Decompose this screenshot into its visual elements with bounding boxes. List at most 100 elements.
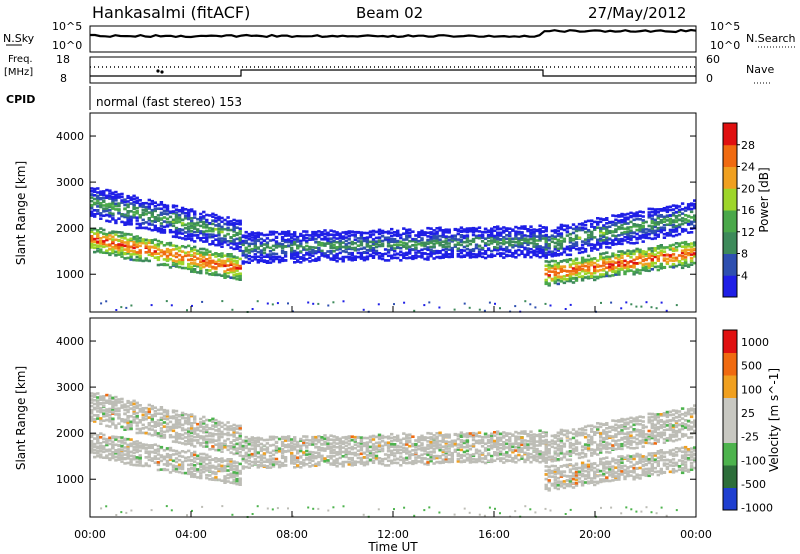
velocity-cell — [135, 444, 139, 448]
velocity-cell — [193, 430, 197, 434]
power-cell — [662, 226, 667, 230]
power-cell — [677, 223, 682, 226]
velocity-cell — [202, 427, 206, 431]
velocity-cell — [147, 422, 151, 425]
velocity-cell — [171, 459, 176, 463]
power-cell — [405, 251, 409, 255]
velocity-cell — [196, 428, 200, 432]
power-cell — [444, 255, 448, 258]
power-cell — [341, 241, 345, 244]
power-cell — [511, 228, 515, 231]
velocity-cell — [159, 455, 164, 459]
power-cell — [244, 234, 248, 238]
power-cell — [593, 275, 597, 279]
power-cell — [656, 223, 660, 226]
power-cell — [580, 250, 585, 254]
velocity-cell — [180, 423, 185, 427]
power-cell — [583, 238, 588, 241]
velocity-cell — [456, 448, 460, 451]
velocity-cell — [393, 452, 397, 455]
power-cell — [402, 252, 406, 255]
power-cell — [365, 257, 370, 260]
power-cell — [229, 242, 233, 245]
velocity-cell — [114, 435, 118, 439]
velocity-cell — [235, 466, 239, 469]
velocity-cell — [208, 427, 212, 430]
velocity-cell — [223, 477, 227, 481]
power-cell — [368, 246, 373, 250]
power-cell — [650, 207, 654, 211]
velocity-cell — [196, 441, 200, 445]
velocity-cell — [371, 459, 376, 463]
power-cell — [468, 254, 473, 257]
power-cell — [317, 243, 321, 247]
power-cell — [596, 248, 600, 251]
velocity-cell — [229, 441, 233, 444]
velocity-cell — [447, 440, 451, 444]
power-cell — [556, 261, 560, 265]
velocity-cell — [223, 466, 227, 470]
velocity-cell — [183, 416, 188, 420]
power-cell — [432, 232, 436, 235]
power-cell — [314, 251, 318, 255]
power-cell — [250, 236, 254, 239]
velocity-cell — [223, 464, 227, 468]
power-cell — [653, 210, 657, 214]
velocity-cell — [250, 441, 254, 444]
power-cell — [423, 252, 427, 255]
power-cell — [393, 231, 397, 234]
power-cell — [105, 249, 109, 252]
power-cell — [553, 277, 557, 281]
power-cell — [183, 237, 188, 241]
power-cell — [668, 255, 673, 259]
power-cell — [311, 254, 315, 257]
velocity-cell — [226, 433, 230, 437]
velocity-cell — [93, 442, 97, 446]
velocity-cell — [390, 453, 394, 456]
power-cell — [535, 228, 539, 232]
power-cell — [268, 250, 273, 253]
power-cell — [180, 222, 185, 225]
power-cell — [226, 271, 230, 275]
velocity-cell — [108, 436, 112, 440]
power-cell — [677, 218, 682, 221]
power-cell — [190, 230, 194, 233]
power-cell — [280, 237, 285, 240]
power-cell — [653, 218, 657, 222]
velocity-cell — [120, 441, 124, 444]
power-cell — [177, 265, 182, 269]
power-cell — [680, 254, 685, 258]
velocity-cell — [171, 425, 176, 428]
power-cell — [232, 276, 236, 280]
velocity-cell — [287, 449, 291, 452]
power-cell — [117, 235, 121, 238]
power-cell — [217, 215, 221, 219]
power-cell — [580, 246, 585, 250]
power-cell — [256, 235, 260, 239]
power-cell — [614, 273, 618, 276]
velocity-cell — [156, 444, 161, 448]
power-cell — [614, 270, 618, 273]
velocity-cell — [474, 432, 479, 436]
power-cell — [626, 232, 630, 236]
velocity-cell — [159, 408, 164, 411]
power-cell — [547, 274, 551, 277]
power-cell — [499, 252, 503, 255]
power-cell — [414, 237, 418, 241]
velocity-cell — [483, 435, 488, 439]
power-cell — [553, 254, 557, 257]
velocity-cell — [429, 436, 433, 439]
velocity-cell — [423, 452, 427, 456]
power-cell — [371, 251, 376, 255]
power-cell — [590, 243, 594, 246]
power-cell — [568, 272, 573, 276]
power-cell — [490, 239, 494, 242]
power-cell — [115, 309, 118, 311]
power-cell — [390, 254, 394, 258]
power-cell — [486, 233, 491, 237]
power-cell — [638, 217, 642, 221]
power-cell — [259, 232, 264, 235]
power-cell — [296, 246, 300, 249]
power-colorbar-tick-label: 20 — [741, 182, 755, 195]
power-cell — [174, 211, 179, 214]
